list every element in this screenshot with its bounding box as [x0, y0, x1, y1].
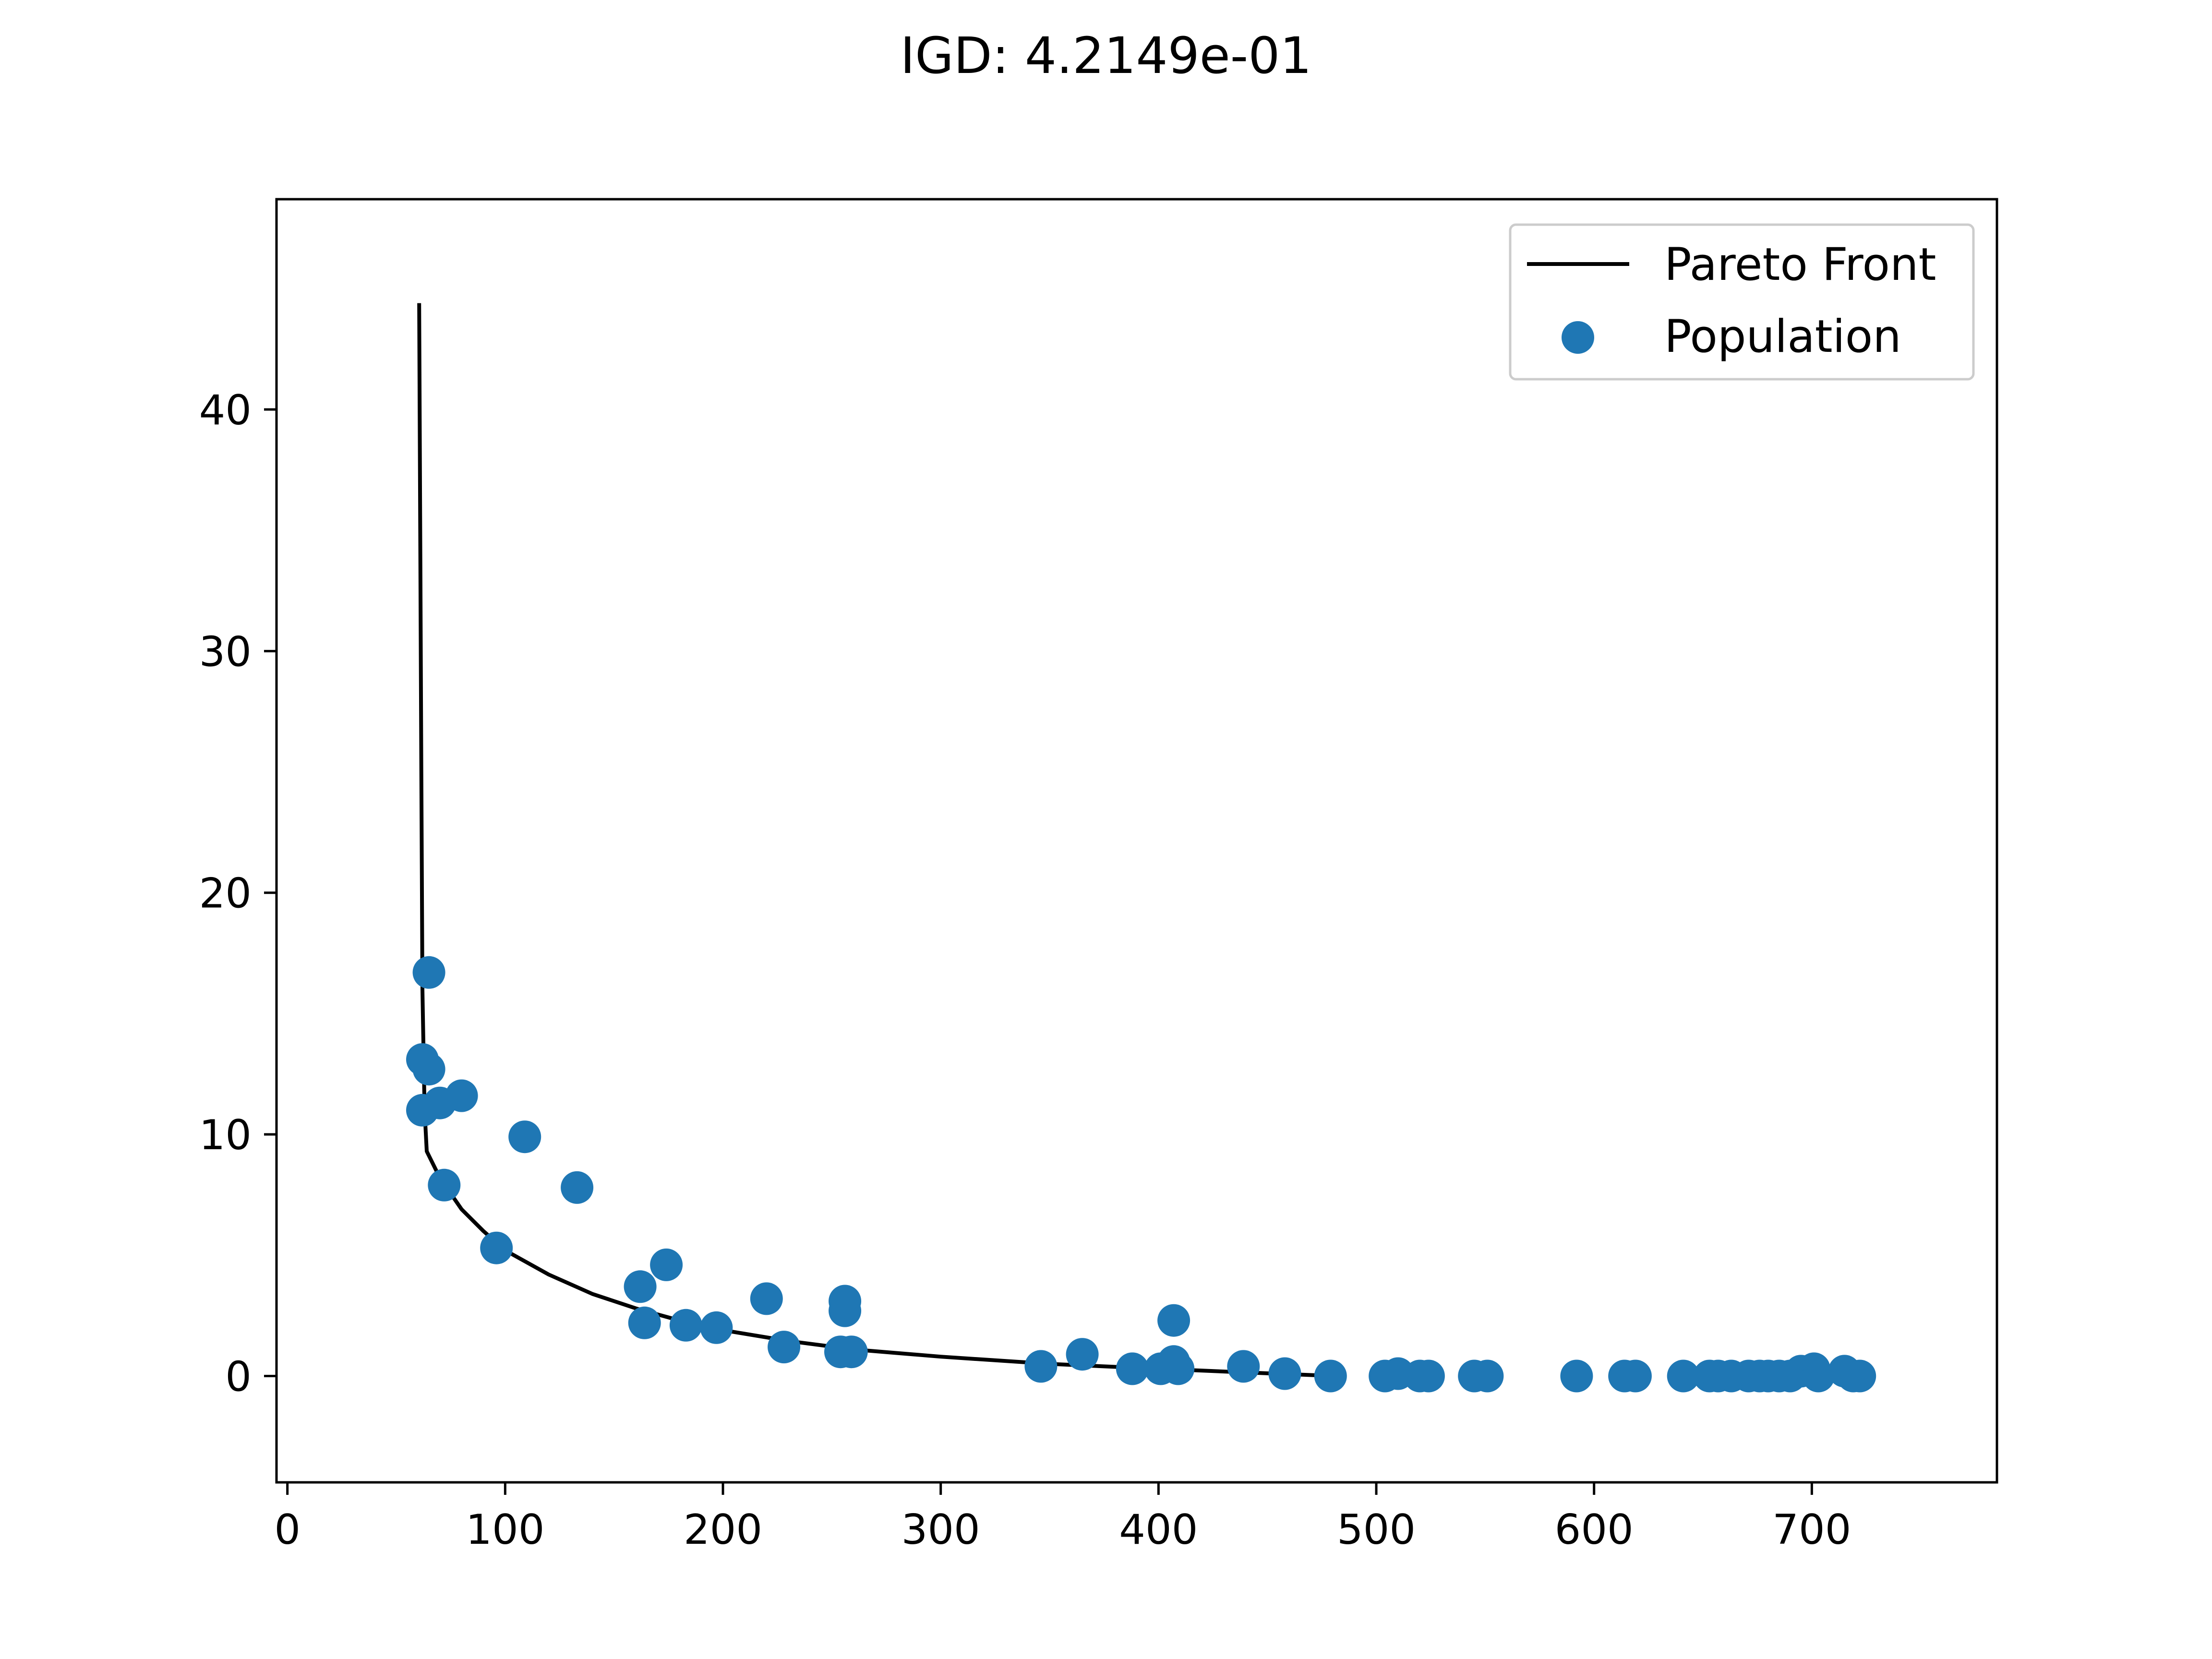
population-point [829, 1294, 862, 1327]
population-point [624, 1270, 657, 1303]
population-point [650, 1248, 683, 1281]
population-point [1116, 1352, 1149, 1385]
x-tick-label: 500 [1337, 1506, 1416, 1554]
population-point [669, 1309, 702, 1342]
population-point [1560, 1359, 1593, 1393]
population-point [835, 1335, 868, 1369]
population-point [1162, 1352, 1195, 1385]
x-tick-label: 0 [274, 1506, 301, 1554]
population-point [1227, 1350, 1260, 1383]
population-point [1667, 1359, 1700, 1393]
pareto-front-line [417, 303, 1335, 1378]
population-point [700, 1311, 733, 1344]
x-tick-label: 600 [1555, 1506, 1634, 1554]
population-point [428, 1168, 461, 1202]
population-point [1802, 1359, 1835, 1393]
x-tick-label: 700 [1772, 1506, 1851, 1554]
x-tick-label: 200 [684, 1506, 762, 1554]
x-tick-label: 300 [902, 1506, 980, 1554]
y-tick-label: 0 [225, 1353, 252, 1401]
x-tick-label: 400 [1119, 1506, 1198, 1554]
population-point [1843, 1359, 1876, 1393]
population-point [1157, 1304, 1190, 1337]
y-tick-label: 30 [199, 628, 252, 676]
legend-marker-population [1562, 321, 1594, 354]
chart-title: IGD: 4.2149e-01 [900, 26, 1311, 85]
population-point [1314, 1359, 1347, 1393]
plot-series [406, 303, 1876, 1393]
population-point [1412, 1359, 1445, 1393]
population-point [1268, 1357, 1301, 1390]
population-point [412, 1053, 445, 1086]
x-axis: 0 100 200 300 400 500 600 700 [274, 1482, 1851, 1554]
population-point [1066, 1338, 1099, 1371]
y-tick-label: 10 [199, 1111, 252, 1159]
legend: Pareto Front Population [1509, 223, 1975, 381]
population-point [1024, 1350, 1058, 1383]
population-point [508, 1120, 541, 1154]
legend-label-pareto-front: Pareto Front [1664, 239, 1936, 291]
population-point [628, 1306, 661, 1339]
y-tick-label: 20 [199, 870, 252, 918]
plot-area-frame [275, 198, 1998, 1484]
population-point [1471, 1359, 1504, 1393]
y-axis: 0 10 20 30 40 [199, 386, 276, 1401]
population-point [768, 1331, 801, 1364]
population-point [412, 956, 445, 989]
population-point [750, 1282, 783, 1315]
population-point [445, 1079, 478, 1112]
population-point [480, 1231, 513, 1264]
population-point [1619, 1359, 1652, 1393]
x-tick-label: 100 [466, 1506, 544, 1554]
legend-label-population: Population [1664, 311, 1901, 363]
population-point [561, 1171, 594, 1204]
y-tick-label: 40 [199, 386, 252, 434]
